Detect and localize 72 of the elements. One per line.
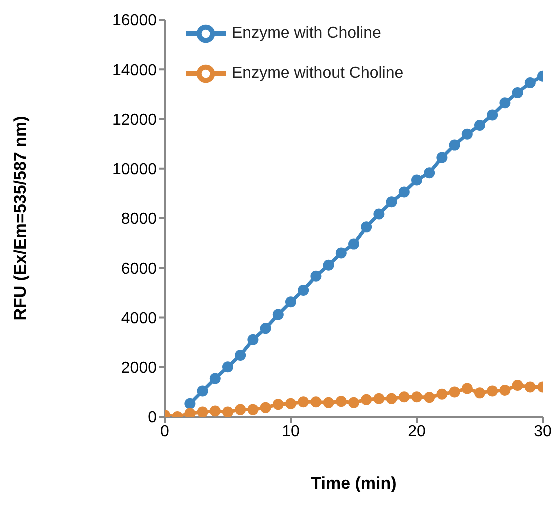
- point: [323, 397, 334, 408]
- point: [424, 168, 436, 179]
- point: [222, 362, 234, 373]
- point: [323, 260, 334, 271]
- x-tick-label: 0: [160, 423, 170, 440]
- point: [487, 110, 498, 121]
- y-axis-title: RFU (Ex/Em=535/587 nm): [11, 116, 30, 321]
- point: [184, 398, 196, 410]
- point: [286, 398, 296, 410]
- point: [424, 392, 436, 404]
- point: [361, 394, 372, 406]
- point: [298, 284, 310, 296]
- y-tick-label: 14000: [112, 62, 158, 80]
- y-tick-label: 4000: [121, 310, 158, 328]
- point: [412, 392, 422, 403]
- point: [487, 386, 498, 397]
- point: [222, 406, 234, 417]
- y-tick-label: 2000: [121, 360, 158, 378]
- point: [524, 382, 536, 393]
- point: [398, 392, 410, 403]
- point: [197, 386, 208, 397]
- point: [361, 222, 372, 233]
- point: [235, 404, 246, 416]
- point: [286, 296, 296, 308]
- y-tick-label: 6000: [121, 260, 158, 278]
- point: [197, 406, 208, 417]
- point: [336, 248, 347, 259]
- point: [436, 388, 448, 400]
- point: [348, 238, 360, 250]
- point: [398, 186, 410, 198]
- point: [500, 384, 511, 396]
- x-tick-label: 30: [534, 423, 552, 440]
- y-tick-label: 12000: [112, 112, 158, 129]
- point: [386, 196, 398, 208]
- point: [374, 208, 385, 220]
- y-tick-label: 10000: [112, 162, 158, 179]
- point: [412, 174, 422, 186]
- y-tick-label: 16000: [112, 12, 158, 30]
- point: [248, 404, 259, 416]
- point: [348, 397, 360, 408]
- point: [374, 393, 385, 404]
- point: [310, 270, 322, 282]
- point: [474, 120, 486, 131]
- point: [272, 309, 284, 320]
- point: [260, 323, 272, 334]
- point: [272, 399, 284, 410]
- point: [260, 402, 272, 414]
- point: [462, 383, 473, 394]
- legend-label: Enzyme with Choline: [232, 25, 382, 42]
- y-tick-label: 8000: [121, 211, 158, 228]
- x-tick-label: 10: [282, 423, 300, 440]
- point: [436, 152, 448, 164]
- point: [235, 350, 246, 361]
- point: [248, 334, 259, 346]
- point: [386, 393, 398, 404]
- point: [500, 98, 511, 109]
- y-tick-label: 0: [148, 410, 158, 427]
- point: [474, 388, 486, 399]
- point: [449, 386, 460, 398]
- point: [449, 140, 460, 151]
- point: [298, 396, 310, 408]
- legend-label: Enzyme without Choline: [232, 65, 404, 82]
- x-tick-label: 20: [408, 423, 426, 440]
- point: [462, 128, 473, 140]
- point: [512, 380, 524, 391]
- point: [336, 396, 347, 408]
- point: [310, 396, 322, 408]
- point: [210, 373, 221, 384]
- point: [524, 78, 536, 89]
- point: [512, 87, 524, 98]
- x-axis-title: Time (min): [311, 474, 397, 493]
- point: [210, 406, 221, 417]
